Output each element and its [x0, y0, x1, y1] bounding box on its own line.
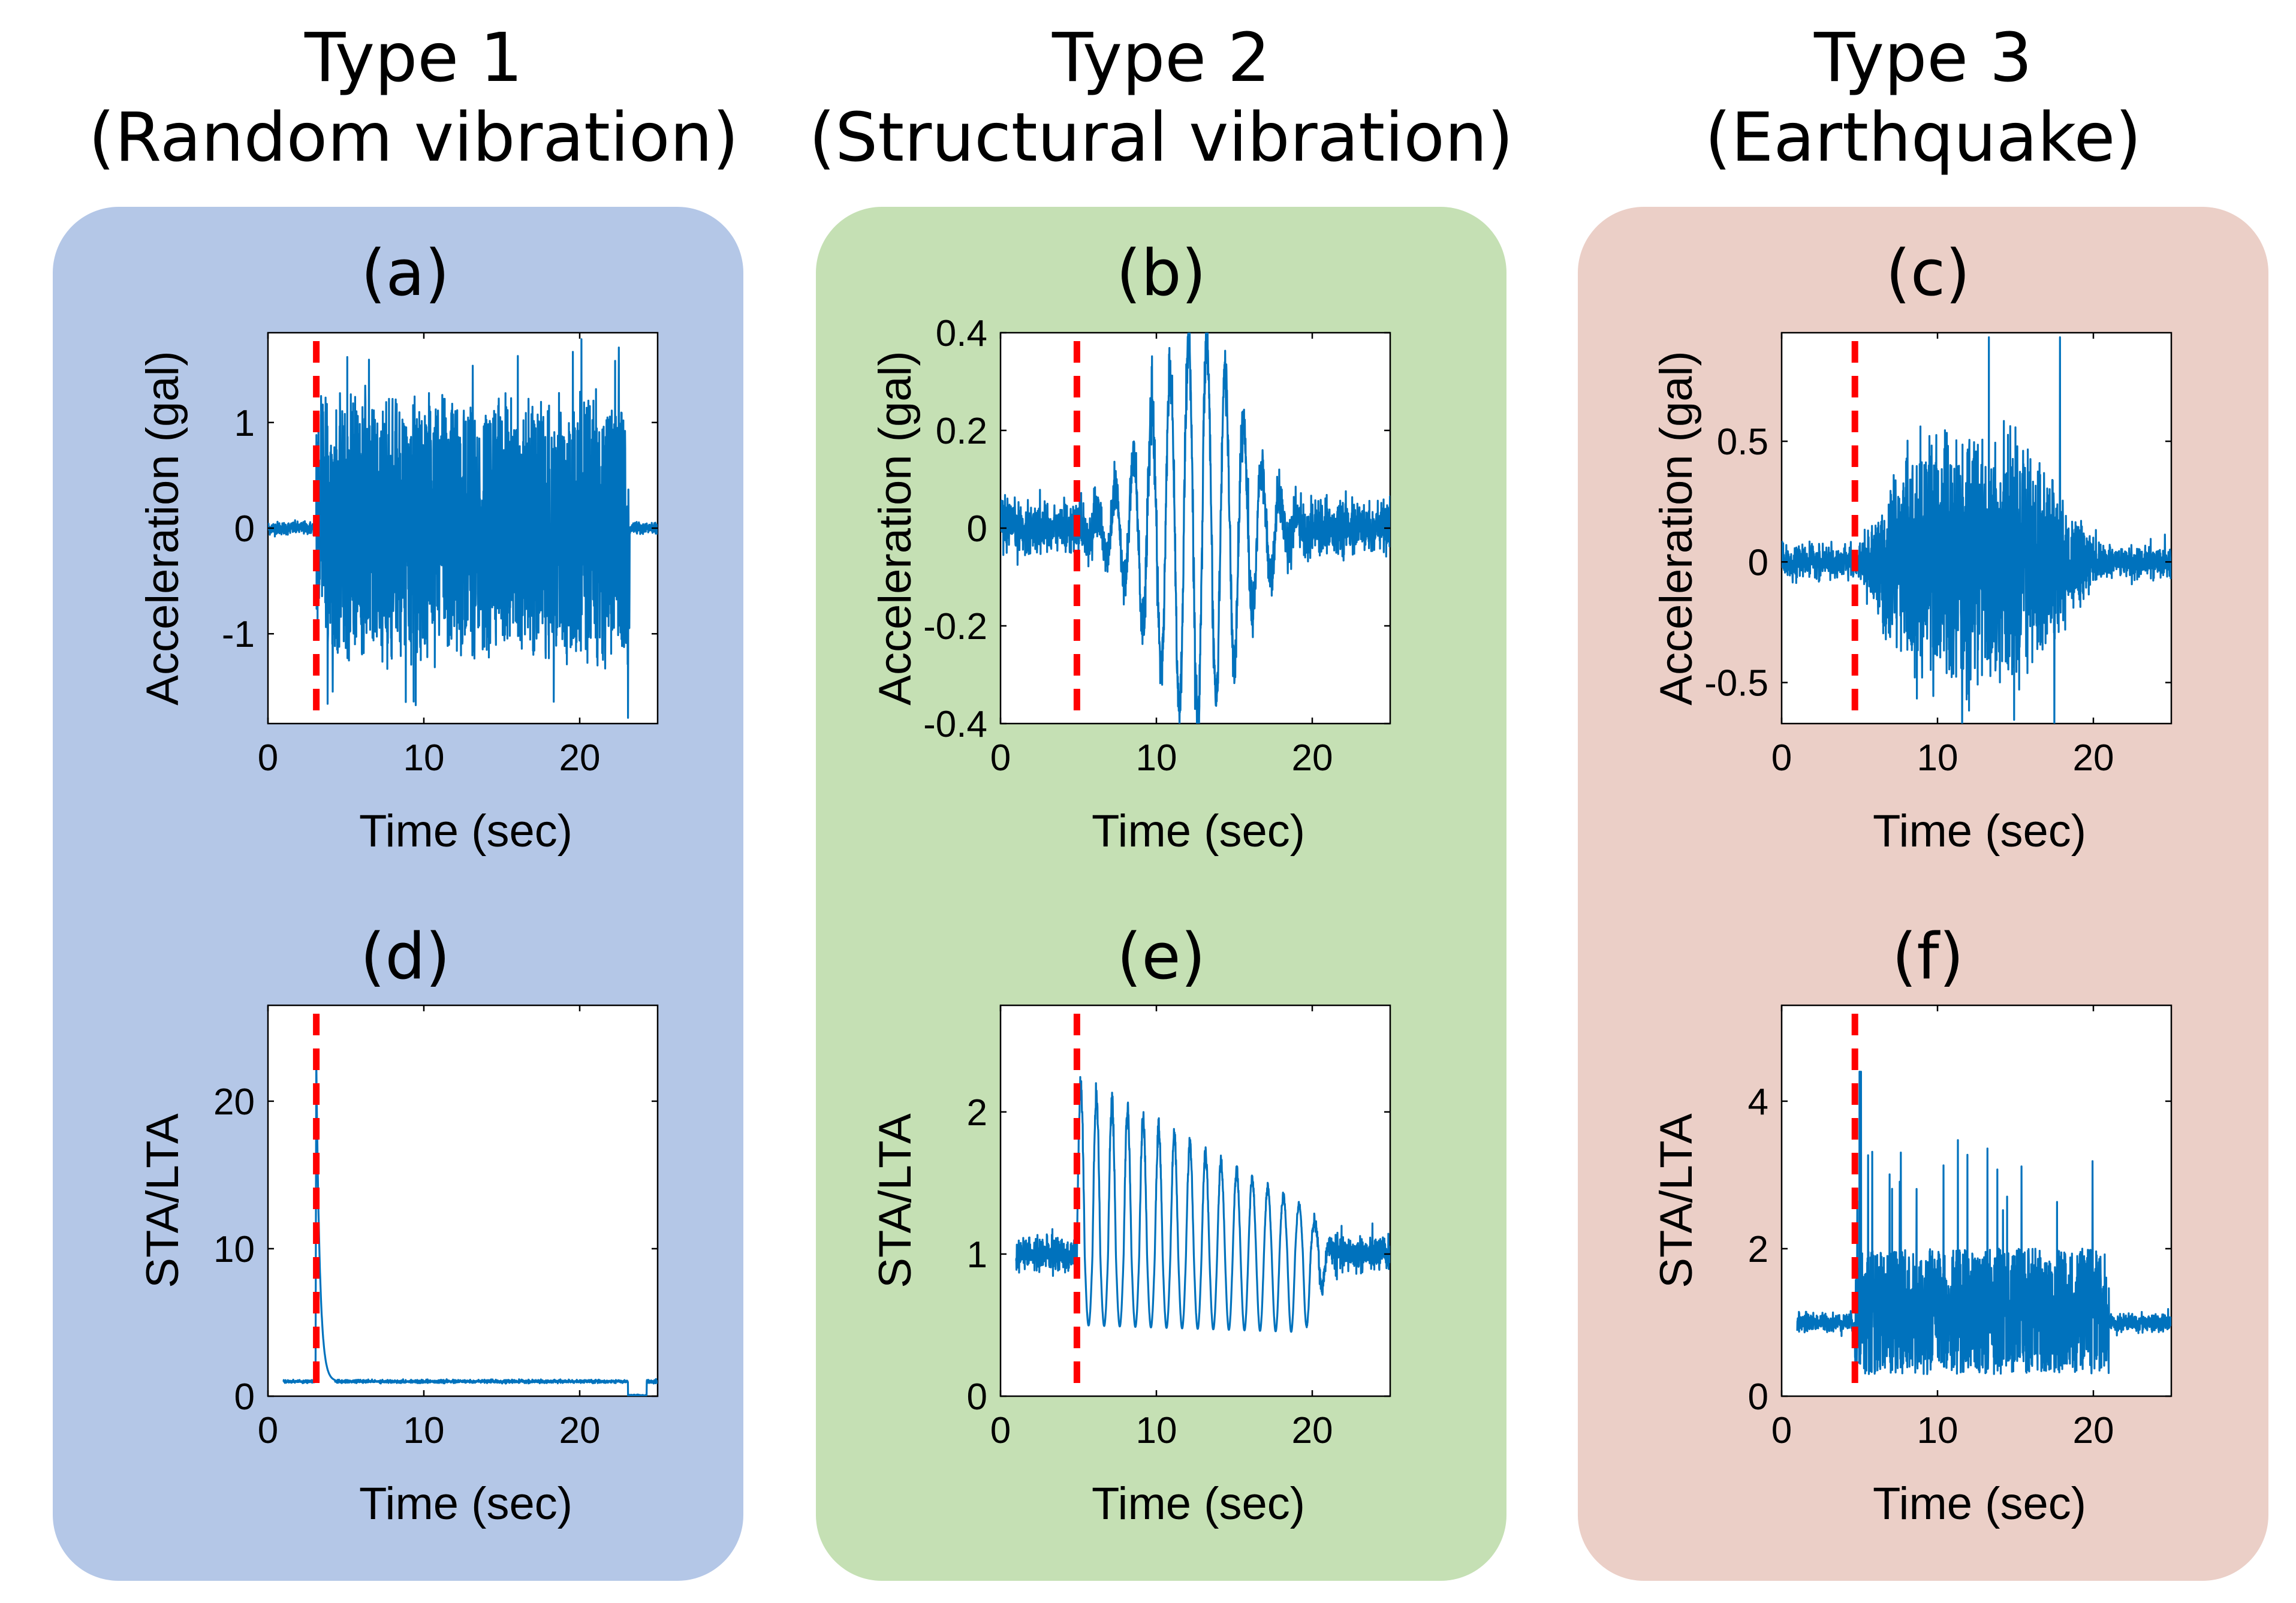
- y-tick-label-a: -1: [222, 614, 255, 655]
- y-axis-label-a: Acceleration (gal): [137, 351, 188, 705]
- y-axis-label-f: STA/LTA: [1651, 1113, 1702, 1288]
- x-tick-label-e: 20: [1292, 1410, 1333, 1451]
- panel-label-e: (e): [1117, 920, 1206, 993]
- column-title-type3: Type 3: [1813, 19, 2032, 97]
- y-tick-label-c: -0.5: [1704, 663, 1768, 704]
- y-tick-label-e: 0: [967, 1376, 987, 1418]
- x-tick-label-f: 0: [1771, 1410, 1792, 1451]
- y-tick-label-b: 0.4: [936, 313, 987, 354]
- y-tick-label-b: 0.2: [936, 411, 987, 452]
- y-tick-label-a: 0: [234, 508, 255, 550]
- x-tick-label-f: 20: [2073, 1410, 2114, 1451]
- y-tick-label-f: 0: [1748, 1376, 1768, 1418]
- x-axis-label-f: Time (sec): [1873, 1478, 2086, 1529]
- x-tick-label-b: 0: [990, 737, 1011, 779]
- signal-line-a: [268, 338, 658, 719]
- y-tick-label-e: 1: [967, 1234, 987, 1276]
- plot-a: 0 10 20 -1 0 1 Time (sec) Acceleration (gal): [137, 332, 659, 857]
- y-tick-label-b: 0: [967, 508, 987, 550]
- y-tick-label-d: 20: [213, 1081, 255, 1123]
- y-tick-label-c: 0.5: [1717, 421, 1768, 463]
- x-axis-label-b: Time (sec): [1092, 806, 1305, 857]
- y-axis-label-b: Acceleration (gal): [870, 351, 921, 705]
- panel-label-f: (f): [1892, 920, 1964, 993]
- column-title-type1: Type 1: [304, 19, 523, 97]
- x-axis-label-a: Time (sec): [359, 806, 573, 857]
- plot-d: 0 10 20 0 10 20 Time (sec) STA/LTA: [137, 1004, 659, 1529]
- x-tick-label-a: 20: [559, 737, 601, 779]
- signal-line-f: [1796, 1071, 2171, 1375]
- x-tick-label-d: 0: [258, 1410, 278, 1451]
- x-axis-label-e: Time (sec): [1092, 1478, 1305, 1529]
- y-tick-label-d: 0: [234, 1376, 255, 1418]
- y-tick-label-b: -0.2: [923, 606, 987, 647]
- x-axis-label-d: Time (sec): [359, 1478, 573, 1529]
- x-tick-label-b: 20: [1292, 737, 1333, 779]
- signal-line-d: [282, 1056, 658, 1396]
- y-axis-label-d: STA/LTA: [137, 1113, 188, 1288]
- y-tick-label-a: 1: [234, 403, 255, 444]
- plot-area-e: [999, 1004, 1391, 1397]
- x-axis-label-c: Time (sec): [1873, 806, 2086, 857]
- x-tick-label-d: 10: [403, 1410, 445, 1451]
- signal-line-b: [1001, 333, 1390, 724]
- x-tick-label-c: 0: [1771, 737, 1792, 779]
- x-tick-label-e: 10: [1136, 1410, 1177, 1451]
- signal-line-c: [1782, 336, 2171, 724]
- plot-e: 0 10 20 0 1 2 Time (sec) STA/LTA: [870, 1004, 1391, 1529]
- y-axis-label-e: STA/LTA: [870, 1113, 921, 1288]
- plot-f: 0 10 20 0 2 4 Time (sec) STA/LTA: [1651, 1004, 2173, 1529]
- y-tick-label-c: 0: [1748, 542, 1768, 583]
- x-tick-label-c: 10: [1917, 737, 1958, 779]
- x-tick-label-d: 20: [559, 1410, 601, 1451]
- y-tick-label-b: -0.4: [923, 704, 987, 745]
- panel-label-b: (b): [1116, 236, 1206, 310]
- x-tick-label-e: 0: [990, 1410, 1011, 1451]
- plot-b: 0 10 20 -0.4 -0.2 0 0.2 0.4 Time (sec) Accelerati…: [870, 313, 1391, 857]
- y-tick-label-f: 4: [1748, 1081, 1768, 1123]
- y-axis-label-c: Acceleration (gal): [1651, 351, 1702, 705]
- panel-label-a: (a): [361, 236, 450, 310]
- panel-label-c: (c): [1886, 236, 1970, 310]
- x-tick-label-a: 0: [258, 737, 278, 779]
- y-tick-label-d: 10: [213, 1229, 255, 1270]
- column-title-type2: Type 2: [1051, 19, 1270, 97]
- plot-area-d: [267, 1004, 659, 1397]
- x-tick-label-c: 20: [2073, 737, 2114, 779]
- y-tick-label-f: 2: [1748, 1229, 1768, 1270]
- column-subtitle-type1: (Random vibration): [89, 99, 739, 177]
- column-subtitle-type2: (Structural vibration): [809, 99, 1513, 177]
- x-tick-label-b: 10: [1136, 737, 1177, 779]
- y-tick-label-e: 2: [967, 1092, 987, 1134]
- column-subtitle-type3: (Earthquake): [1705, 99, 2141, 177]
- x-tick-label-a: 10: [403, 737, 445, 779]
- x-tick-label-f: 10: [1917, 1410, 1958, 1451]
- panel-label-d: (d): [360, 920, 450, 993]
